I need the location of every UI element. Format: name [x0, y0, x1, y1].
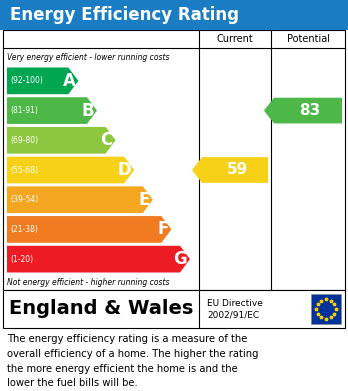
Text: D: D [117, 161, 131, 179]
Text: (55-68): (55-68) [10, 165, 38, 174]
Text: C: C [100, 131, 113, 149]
Text: A: A [63, 72, 76, 90]
Text: (69-80): (69-80) [10, 136, 38, 145]
FancyBboxPatch shape [0, 0, 348, 30]
Polygon shape [7, 216, 171, 243]
Text: Energy Efficiency Rating: Energy Efficiency Rating [10, 6, 239, 24]
Text: Very energy efficient - lower running costs: Very energy efficient - lower running co… [7, 54, 169, 63]
Polygon shape [7, 187, 153, 213]
Text: G: G [173, 250, 187, 268]
Text: Potential: Potential [286, 34, 330, 44]
Text: B: B [81, 102, 94, 120]
Polygon shape [264, 98, 342, 124]
Polygon shape [7, 246, 190, 273]
Text: 59: 59 [227, 163, 248, 178]
Bar [311, 294, 341, 324]
Text: (81-91): (81-91) [10, 106, 38, 115]
Text: Current: Current [216, 34, 253, 44]
Text: EU Directive: EU Directive [207, 299, 263, 308]
Text: 83: 83 [299, 103, 321, 118]
Polygon shape [192, 157, 268, 183]
Text: (1-20): (1-20) [10, 255, 33, 264]
Polygon shape [7, 68, 78, 94]
Bar [3, 30, 345, 290]
Text: F: F [157, 221, 168, 239]
Text: (21-38): (21-38) [10, 225, 38, 234]
Text: Not energy efficient - higher running costs: Not energy efficient - higher running co… [7, 278, 169, 287]
Text: (39-54): (39-54) [10, 195, 38, 204]
Text: England & Wales: England & Wales [9, 300, 193, 319]
Polygon shape [7, 157, 134, 183]
Text: E: E [139, 191, 150, 209]
Polygon shape [7, 127, 116, 154]
Bar [3, 290, 345, 328]
Polygon shape [7, 97, 97, 124]
Text: (92-100): (92-100) [10, 76, 43, 85]
Text: 2002/91/EC: 2002/91/EC [207, 310, 259, 319]
Text: The energy efficiency rating is a measure of the
overall efficiency of a home. T: The energy efficiency rating is a measur… [7, 334, 259, 388]
